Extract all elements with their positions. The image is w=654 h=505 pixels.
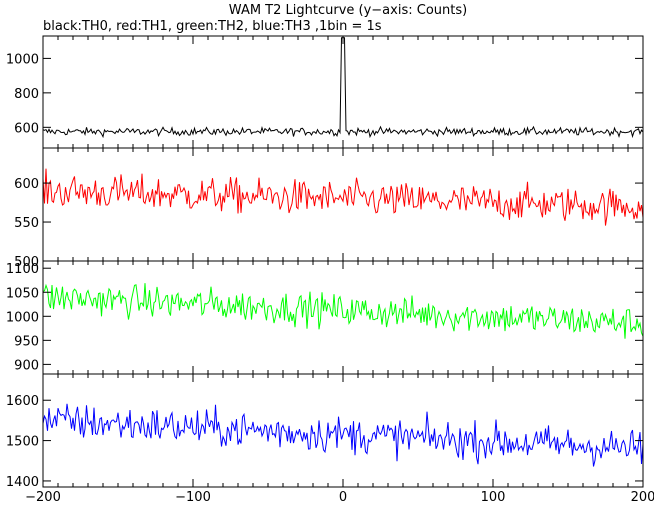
y-tick-label: 950 (14, 334, 39, 349)
series-line-TH0 (42, 37, 644, 139)
y-tick-label: 1100 (6, 262, 39, 277)
x-tick-label: 200 (631, 490, 654, 505)
y-tick-label: 1050 (6, 286, 39, 301)
y-tick-label: 500 (14, 255, 39, 270)
y-tick-label: 1400 (6, 475, 39, 490)
y-tick-label: 1500 (6, 435, 39, 450)
y-tick-label: 800 (14, 87, 39, 102)
y-tick-label: 1600 (6, 394, 39, 409)
y-tick-label: 600 (14, 177, 39, 192)
y-tick-label: 1000 (6, 52, 39, 67)
y-tick-label: 900 (14, 358, 39, 373)
y-tick-label: 1000 (6, 310, 39, 325)
x-tick-label: −200 (25, 490, 61, 505)
panel-frame (42, 147, 644, 262)
y-tick-label: 600 (14, 121, 39, 136)
x-tick-label: −100 (175, 490, 211, 505)
plot-area: 6008001000500550600900950100010501100140… (6, 35, 654, 505)
series-line-TH2 (42, 283, 644, 339)
chart-subtitle: black:TH0, red:TH1, green:TH2, blue:TH3 … (43, 19, 382, 34)
panel-frame (42, 373, 644, 488)
y-tick-label: 550 (14, 216, 39, 231)
x-tick-label: 0 (339, 490, 347, 505)
x-tick-label: 100 (481, 490, 506, 505)
chart-title: WAM T2 Lightcurve (y−axis: Counts) (229, 3, 467, 18)
series-line-TH1 (42, 168, 644, 226)
series-line-TH3 (42, 403, 644, 467)
